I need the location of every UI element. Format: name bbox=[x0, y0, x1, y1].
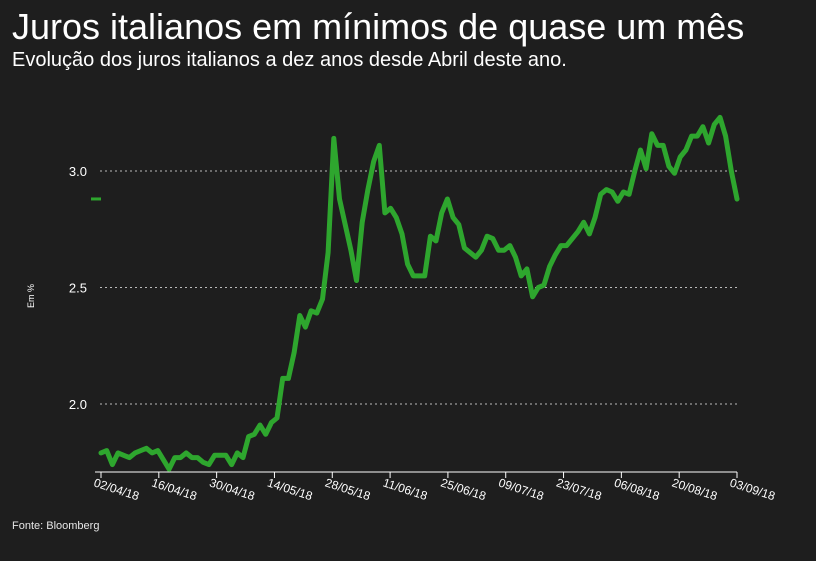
y-axis-label: Em % bbox=[26, 284, 36, 308]
y-tick-labels: 2.0 2.5 3.0 bbox=[69, 164, 87, 412]
source-note: Fonte: Bloomberg bbox=[12, 520, 100, 532]
x-tick-label: 06/08/18 bbox=[612, 476, 661, 504]
x-tick-label: 25/06/18 bbox=[439, 476, 488, 504]
x-tick-label: 09/07/18 bbox=[497, 476, 546, 504]
series-line bbox=[98, 114, 740, 472]
y-tick-label: 2.5 bbox=[69, 281, 87, 296]
x-tick-label: 30/04/18 bbox=[208, 476, 257, 504]
chart-title: Juros italianos em mínimos de quase um m… bbox=[12, 6, 745, 47]
x-tick-label: 11/06/18 bbox=[381, 476, 429, 504]
y-tick-label: 3.0 bbox=[69, 164, 87, 179]
x-ticks: 02/04/18 16/04/18 30/04/18 14/05/18 28/05/18… bbox=[92, 472, 777, 503]
x-tick-label: 16/04/18 bbox=[150, 476, 199, 504]
gridlines bbox=[100, 170, 737, 405]
x-tick-label: 28/05/18 bbox=[323, 476, 372, 504]
x-tick-label: 02/04/18 bbox=[92, 476, 141, 504]
chart-subtitle: Evolução dos juros italianos a dez anos … bbox=[12, 49, 567, 71]
x-tick-label: 20/08/18 bbox=[670, 476, 719, 504]
x-tick-label: 23/07/18 bbox=[555, 476, 604, 504]
y-tick-label: 2.0 bbox=[69, 397, 87, 412]
x-tick-label: 03/09/18 bbox=[728, 476, 777, 504]
x-tick-label: 14/05/18 bbox=[266, 476, 315, 504]
